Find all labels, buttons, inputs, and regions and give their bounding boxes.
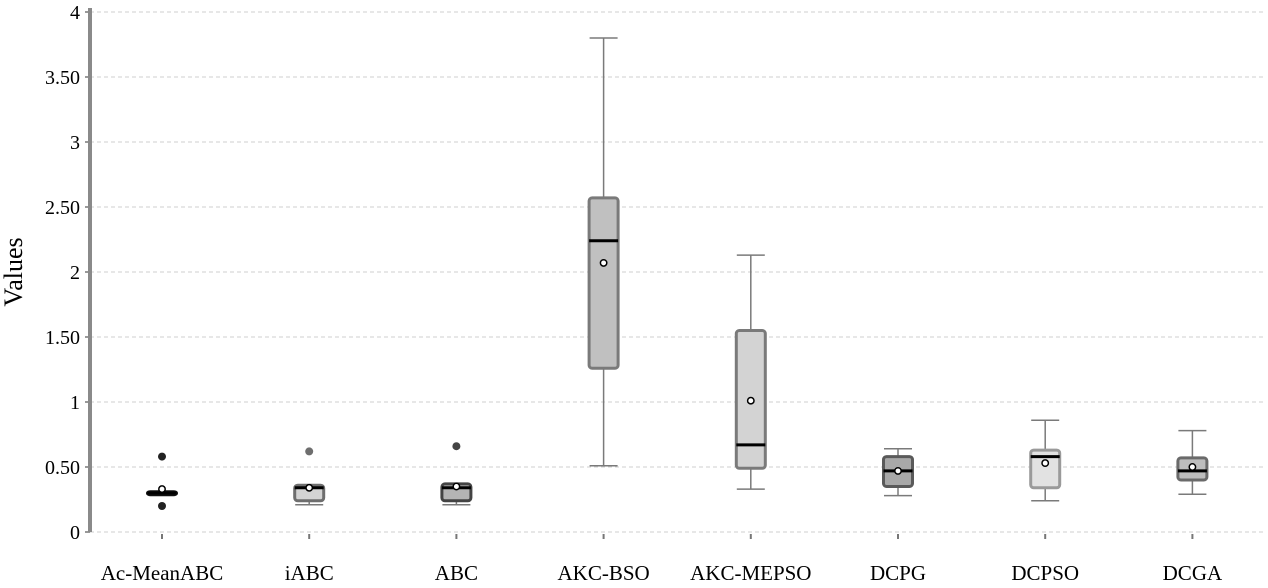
y-tick-label: 4: [70, 2, 80, 24]
axes: 0 0.50 1 1.50 2 2.50 3 3.50 4: [45, 2, 92, 544]
box-akc-bso: AKC-BSO: [558, 37, 650, 585]
mean-marker: [305, 483, 314, 492]
box-akc-mepso: AKC-MEPSO: [690, 254, 811, 585]
box-ac-meanabc: Ac-MeanABC: [101, 452, 223, 585]
x-category-label: ABC: [435, 561, 478, 583]
mean-marker: [1041, 459, 1050, 468]
grid-lines: [90, 11, 1266, 533]
box-dcpg: DCPG: [870, 448, 926, 585]
x-category-label: AKC-BSO: [558, 561, 650, 583]
outlier-point: [305, 447, 314, 456]
y-tick-label: 1: [70, 392, 80, 414]
box-dcpso: DCPSO: [1011, 419, 1079, 585]
box-abc: ABC: [435, 442, 478, 585]
x-category-label: DCPSO: [1011, 561, 1079, 583]
box-dcga: DCGA: [1163, 429, 1223, 585]
mean-marker: [1188, 463, 1197, 471]
mean-marker: [158, 485, 166, 494]
y-tick-label: 1.50: [45, 327, 80, 349]
y-axis-title: Values: [0, 237, 28, 306]
x-category-label: AKC-MEPSO: [690, 561, 811, 583]
outlier-point: [158, 452, 166, 461]
y-tick-label: 3.50: [45, 67, 80, 89]
x-category-label: iABC: [285, 561, 334, 583]
y-tick-label: 3: [70, 132, 80, 154]
outlier-point: [158, 502, 166, 510]
mean-marker: [746, 396, 755, 405]
x-category-label: DCGA: [1163, 561, 1223, 583]
boxes: Ac-MeanABC iABC ABC AKC-BSO AKC-MEPSO DCPG DCP…: [101, 37, 1223, 585]
y-tick-label: 2.50: [45, 197, 80, 219]
iqr-box: [587, 196, 620, 370]
mean-marker: [452, 482, 461, 491]
y-tick-label: 0: [70, 522, 80, 544]
mean-marker: [894, 466, 902, 475]
x-category-label: Ac-MeanABC: [101, 561, 223, 583]
outlier-point: [452, 442, 461, 451]
x-category-label: DCPG: [870, 561, 926, 583]
mean-marker: [599, 258, 608, 267]
y-tick-label: 2: [70, 262, 80, 284]
y-tick-label: 0.50: [45, 457, 80, 479]
iqr-box: [1029, 448, 1062, 490]
box-iabc: iABC: [285, 447, 334, 585]
